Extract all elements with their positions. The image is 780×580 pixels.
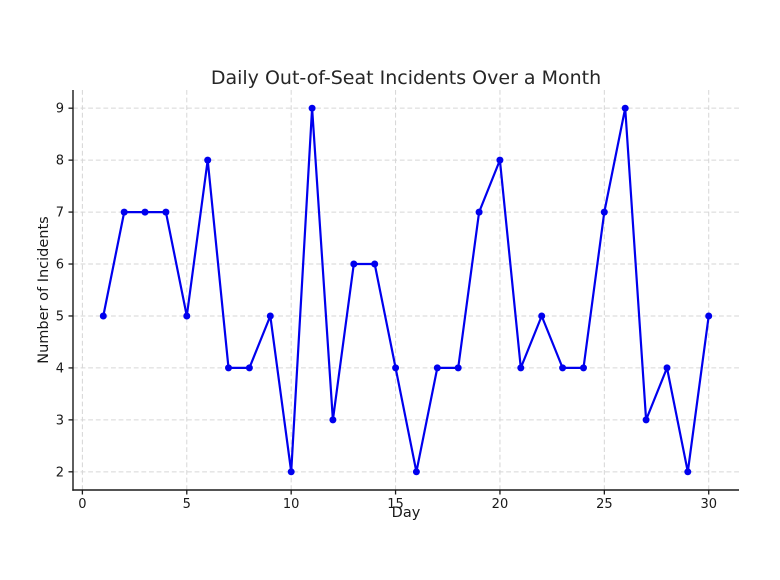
- data-point-marker: [684, 468, 692, 476]
- axes: 0 5 10 15 20 25 30 2 3 4 5 6 7 8 9: [56, 90, 739, 512]
- chart-title: Daily Out-of-Seat Incidents Over a Month: [211, 67, 601, 89]
- x-axis-label: Day: [392, 505, 421, 521]
- data-point-marker: [99, 312, 107, 320]
- data-point-marker: [538, 312, 546, 320]
- data-point-marker: [475, 208, 483, 216]
- x-tick-label: 20: [492, 497, 509, 512]
- data-point-marker: [580, 364, 587, 372]
- data-point-marker: [266, 312, 274, 320]
- y-tick-label: 5: [56, 309, 64, 324]
- data-point-marker: [496, 156, 504, 164]
- data-point-marker: [392, 364, 400, 372]
- data-point-marker: [454, 364, 462, 372]
- x-tick-label: 15: [387, 497, 404, 512]
- data-point-marker: [642, 416, 650, 424]
- x-tick-label: 30: [700, 497, 717, 512]
- x-tick-label: 25: [596, 497, 613, 512]
- data-point-marker: [517, 364, 525, 372]
- incidents-line: [102, 107, 710, 473]
- y-tick-label: 8: [56, 154, 64, 169]
- x-tick-label: 10: [283, 497, 300, 512]
- data-point-marker: [245, 364, 253, 372]
- data-point-marker: [225, 364, 232, 372]
- data-point-marker: [204, 156, 212, 164]
- data-point-marker: [329, 416, 337, 424]
- x-tick-label: 0: [78, 497, 86, 512]
- data-point-marker: [663, 364, 671, 372]
- y-tick-label: 2: [56, 465, 64, 480]
- y-tick-label: 6: [56, 258, 64, 273]
- y-axis-label: Number of Incidents: [36, 216, 52, 363]
- data-point-marker: [371, 260, 379, 268]
- data-point-marker: [621, 104, 629, 112]
- data-series: [99, 104, 713, 476]
- data-point-marker: [705, 312, 713, 320]
- data-point-marker: [433, 364, 441, 372]
- y-tick-label: 4: [56, 361, 64, 376]
- data-point-marker: [412, 468, 420, 476]
- data-point-marker: [350, 260, 358, 268]
- y-tick-label: 9: [56, 102, 64, 117]
- data-point-marker: [559, 364, 567, 372]
- data-point-marker: [308, 104, 316, 112]
- x-tick-label: 5: [183, 497, 191, 512]
- data-point-marker: [120, 208, 128, 216]
- data-point-marker: [162, 208, 170, 216]
- grid-lines: [73, 90, 739, 490]
- data-point-marker: [287, 468, 295, 476]
- data-point-marker: [600, 208, 608, 216]
- data-point-marker: [141, 208, 149, 216]
- y-tick-label: 3: [56, 413, 64, 428]
- y-tick-label: 7: [56, 206, 64, 221]
- data-point-marker: [183, 312, 191, 320]
